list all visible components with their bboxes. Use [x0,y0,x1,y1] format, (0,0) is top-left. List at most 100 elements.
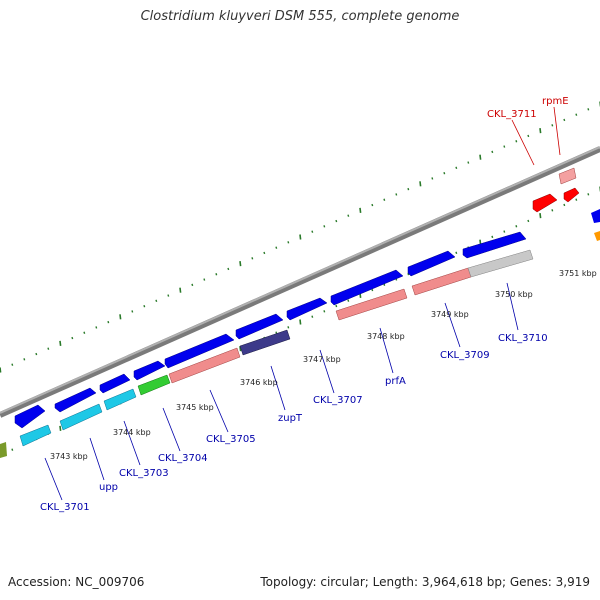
gene-labels: CKL_3701 upp CKL_3703 CKL_3704 CKL_3705 … [40,96,569,513]
scale-tick [251,257,254,260]
gene-label[interactable]: CKL_3707 [313,395,363,406]
kbp-label: 3743 kbp [50,452,88,461]
scale-tick [239,261,242,267]
scale-tick [311,230,314,233]
scale-tick [527,219,530,223]
gene-label[interactable]: rpmE [542,96,569,107]
scale-tick [227,267,230,271]
leader-lines-top [511,106,561,166]
gene-row [0,231,600,458]
gene-label[interactable]: CKL_3710 [498,333,548,344]
gene-bar[interactable] [103,388,137,411]
gene-bar[interactable] [168,347,241,384]
leader-lines [44,282,519,501]
gene-bar[interactable] [239,329,291,356]
scale-tick [11,448,14,451]
scale-tick [287,326,290,329]
gene-bar[interactable] [59,403,103,431]
scale-tick [167,294,170,297]
scale-tick [59,340,62,346]
cds-arrow[interactable] [286,297,328,321]
scale-tick [491,150,494,154]
kbp-label: 3746 kbp [240,378,278,387]
scale-tick [551,209,554,212]
scale-tick [47,347,50,350]
cds-arrow[interactable] [133,360,166,381]
scale-tick [95,326,98,329]
scale-tick [563,203,566,207]
gene-bar[interactable] [467,249,534,278]
scale-tick [551,124,554,127]
kbp-label: 3750 kbp [495,290,533,299]
scale-tick [587,108,590,111]
gene-bar[interactable] [137,374,171,396]
gene-label[interactable]: upp [99,482,118,493]
gene-label[interactable]: CKL_3701 [40,502,90,513]
gene-bar[interactable] [411,267,472,296]
scale-tick [119,314,122,320]
map-title: Clostridium kluyveri DSM 555, complete g… [140,9,460,24]
kbp-label: 3747 kbp [303,355,341,364]
cds-arrow[interactable] [407,250,456,277]
gene-bar[interactable] [594,231,600,241]
gene-label[interactable]: CKL_3704 [158,453,208,464]
cds-arrow-ckl3711[interactable] [532,193,558,213]
scale-tick [407,187,410,191]
scale-tick [587,193,590,196]
gene-bar-rpme[interactable] [558,167,577,185]
scale-tick [503,230,506,233]
scale-tick [359,207,362,213]
scale-tick [215,273,218,276]
scale-tick [347,214,350,217]
gene-label[interactable]: CKL_3709 [440,350,490,361]
scale-tick [323,225,326,228]
kbp-label: 3745 kbp [176,403,214,412]
cds-arrow[interactable] [235,313,284,340]
scale-tick [0,367,2,373]
gene-label[interactable]: prfA [385,376,406,387]
accession-text: Accession: NC_009706 [8,575,145,589]
kbp-label: 3751 kbp [559,269,597,278]
cds-arrow[interactable] [591,209,600,223]
scale-tick [383,198,386,201]
scale-tick [203,278,206,281]
scale-tick [11,363,14,366]
gene-bar[interactable] [335,288,408,321]
cds-arrow[interactable] [330,269,404,306]
scale-ticks [0,101,600,458]
cds-arrow[interactable] [14,404,46,429]
cds-arrow[interactable] [54,387,97,413]
gene-label[interactable]: CKL_3711 [487,109,537,120]
cds-row [14,209,600,429]
scale-tick [71,336,74,340]
scale-tick [371,288,374,292]
scale-tick [455,251,458,255]
gene-label[interactable]: zupT [278,413,303,424]
scale-tick [479,154,482,160]
scale-tick [515,225,518,228]
gene-label[interactable]: CKL_3703 [119,468,169,479]
scale-tick [503,145,506,148]
scale-tick [275,246,278,249]
scale-tick [107,320,110,324]
scale-tick [143,304,146,308]
cds-arrow-rpme[interactable] [563,187,580,203]
scale-tick [347,299,350,302]
scale-tick [287,241,290,244]
gene-bar[interactable] [0,442,7,458]
scale-tick [179,287,182,293]
gene-bar[interactable] [19,424,52,447]
scale-tick [575,113,578,116]
genome-backbone-highlight [0,146,600,414]
scale-labels: 3743 kbp 3744 kbp 3745 kbp 3746 kbp 3747… [50,269,597,461]
scale-tick [131,310,134,313]
cds-arrow[interactable] [99,373,131,394]
cds-arrow[interactable] [164,333,235,369]
cds-arrow[interactable] [462,231,527,259]
scale-tick [563,118,566,122]
scale-tick [323,310,326,313]
kbp-label: 3748 kbp [367,332,405,341]
scale-tick [575,198,578,201]
scale-tick [443,171,446,175]
gene-label[interactable]: CKL_3705 [206,434,256,445]
